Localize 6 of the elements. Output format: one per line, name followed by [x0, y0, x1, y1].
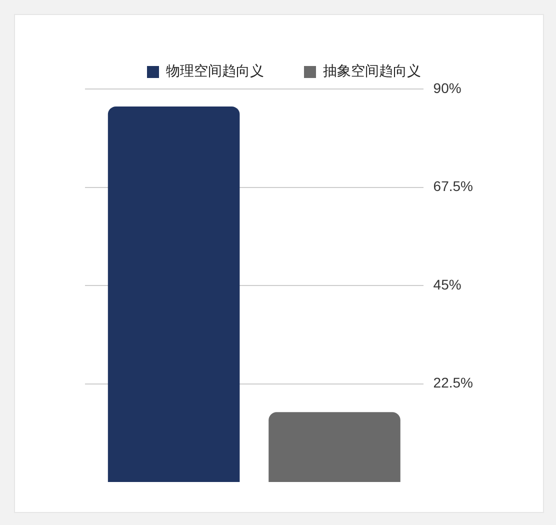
- y-tick-label: 67.5%: [433, 178, 474, 194]
- legend-label: 物理空间趋向义: [166, 64, 264, 80]
- y-tick-label: 22.5%: [433, 374, 474, 391]
- y-tick-label: 90%: [433, 80, 462, 96]
- legend-label: 抽象空间趋向义: [323, 64, 421, 80]
- y-tick-label: 45%: [433, 276, 462, 292]
